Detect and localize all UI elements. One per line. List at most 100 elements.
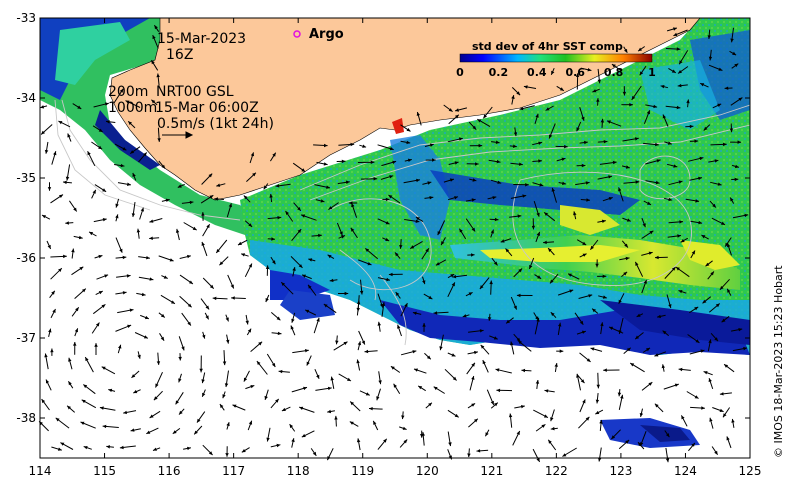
current-arrow xyxy=(372,420,379,431)
current-arrow xyxy=(47,182,52,191)
current-arrow xyxy=(264,389,269,401)
current-arrow xyxy=(703,371,713,376)
current-arrow xyxy=(146,427,159,435)
current-arrow xyxy=(49,290,56,299)
current-arrow xyxy=(654,351,667,357)
current-arrow xyxy=(240,253,249,257)
current-arrow xyxy=(600,118,605,128)
current-arrow xyxy=(514,405,525,409)
current-arrow xyxy=(382,197,390,202)
current-arrow xyxy=(289,423,296,432)
current-arrow xyxy=(558,181,567,185)
current-arrow xyxy=(196,411,206,423)
current-arrow xyxy=(327,254,335,260)
current-arrow xyxy=(158,160,166,169)
current-arrow xyxy=(413,368,427,374)
current-arrow xyxy=(74,288,87,299)
current-arrow xyxy=(269,152,277,162)
current-arrow xyxy=(349,401,361,412)
current-arrow xyxy=(149,218,163,223)
current-arrow xyxy=(250,341,263,352)
current-arrow xyxy=(661,364,665,372)
current-arrow xyxy=(639,408,644,418)
current-arrow xyxy=(200,298,210,310)
current-arrow xyxy=(576,121,582,132)
current-arrow xyxy=(596,372,600,389)
current-arrow xyxy=(140,314,150,320)
current-arrow xyxy=(663,197,673,202)
current-arrow xyxy=(712,103,722,109)
current-arrow xyxy=(356,359,361,371)
current-arrow xyxy=(337,180,350,185)
current-arrow xyxy=(99,406,116,411)
current-arrow xyxy=(364,349,378,354)
current-arrow xyxy=(424,352,432,360)
current-arrow xyxy=(138,276,154,281)
current-arrow xyxy=(550,409,555,422)
current-arrow xyxy=(510,162,523,166)
current-arrow xyxy=(50,348,54,356)
current-arrow xyxy=(634,261,644,277)
current-arrow xyxy=(468,329,484,333)
current-arrow xyxy=(579,107,585,121)
current-arrow xyxy=(40,124,53,135)
current-arrow xyxy=(139,207,144,220)
current-arrow xyxy=(201,212,205,221)
current-arrow xyxy=(610,429,621,440)
current-arrow xyxy=(359,144,367,148)
current-arrow xyxy=(513,268,523,278)
current-arrow xyxy=(547,247,555,256)
current-arrow xyxy=(467,448,471,458)
current-arrow xyxy=(149,236,160,240)
current-arrow xyxy=(199,355,203,373)
current-arrow xyxy=(447,431,452,447)
current-arrow xyxy=(483,106,493,119)
current-arrow xyxy=(618,394,624,411)
current-arrow xyxy=(388,194,401,204)
current-arrow xyxy=(46,240,52,250)
current-arrow xyxy=(377,144,394,151)
current-arrow xyxy=(469,375,475,391)
y-tick-label: -36 xyxy=(16,251,36,265)
current-arrow xyxy=(412,311,422,315)
current-arrow xyxy=(576,373,581,391)
current-arrow xyxy=(172,427,181,435)
current-arrow xyxy=(523,85,537,89)
current-arrow xyxy=(315,199,325,203)
current-arrow xyxy=(641,230,654,239)
current-arrow xyxy=(705,260,713,267)
current-arrow xyxy=(689,176,703,181)
colorbar-tick-label: 0 xyxy=(456,66,464,79)
current-arrow xyxy=(244,220,253,228)
current-arrow xyxy=(686,391,699,399)
current-arrow xyxy=(576,239,587,246)
current-arrow xyxy=(528,257,535,270)
current-arrow xyxy=(724,237,732,247)
current-arrow xyxy=(400,124,411,132)
current-arrow xyxy=(600,322,604,335)
current-arrow xyxy=(509,214,522,218)
current-arrow xyxy=(711,217,726,226)
current-arrow xyxy=(181,200,194,205)
current-arrow xyxy=(381,302,386,317)
current-arrow xyxy=(108,388,116,393)
current-arrow xyxy=(285,210,294,222)
scale-arrow xyxy=(162,131,194,139)
current-arrow xyxy=(579,399,586,413)
current-arrow xyxy=(41,398,50,411)
current-arrow xyxy=(575,73,580,90)
current-arrow xyxy=(106,445,114,449)
current-arrow xyxy=(719,392,732,396)
current-arrow xyxy=(278,369,290,374)
current-arrow xyxy=(161,275,168,279)
current-arrow xyxy=(222,350,227,366)
current-arrow xyxy=(237,239,248,246)
current-arrow xyxy=(65,164,71,181)
x-tick-label: 125 xyxy=(739,464,762,478)
current-arrow xyxy=(623,180,640,184)
current-arrow xyxy=(730,27,734,43)
current-arrow xyxy=(93,218,107,223)
current-arrow xyxy=(68,357,73,370)
current-arrow xyxy=(71,248,75,259)
x-tick-label: 121 xyxy=(480,464,503,478)
